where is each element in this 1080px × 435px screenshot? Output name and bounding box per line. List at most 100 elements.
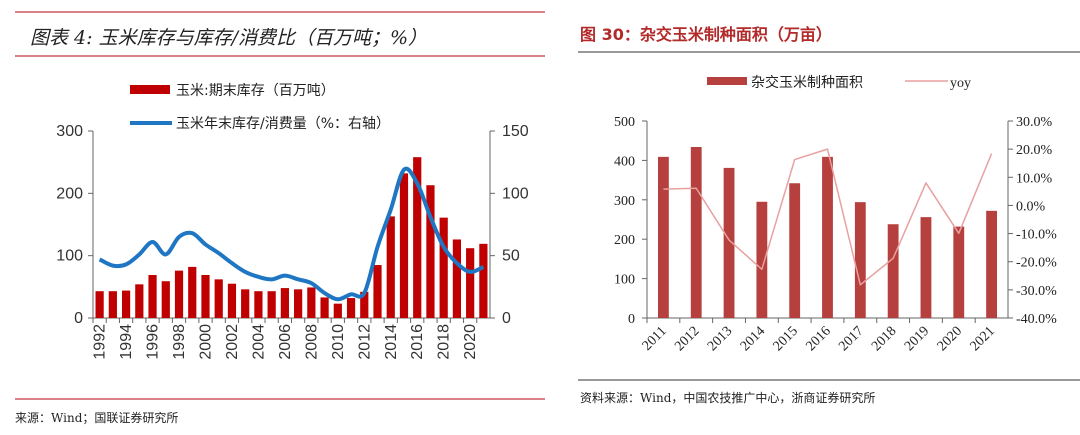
line-series [98, 166, 485, 302]
bar-2003 [241, 289, 250, 318]
bar-2013 [723, 167, 735, 318]
x-tick-label: 2011 [640, 324, 670, 354]
bar-2009 [320, 297, 329, 318]
y-tick-label: 200 [614, 233, 635, 248]
x-tick-label: 2017 [836, 324, 866, 354]
bar-2019 [452, 239, 462, 318]
y2-tick-label: -30.0% [1016, 284, 1057, 299]
bar-2002 [227, 283, 237, 318]
bar-2004 [254, 291, 263, 318]
y-tick-label: 100 [614, 273, 635, 288]
x-tick-label: 2020 [462, 324, 479, 360]
bar-1993 [108, 291, 117, 318]
x-tick-label: 2015 [771, 324, 801, 354]
bar-2010 [333, 303, 342, 318]
x-tick-label: 2000 [197, 324, 214, 360]
y-tick-label: 200 [56, 185, 83, 202]
legend-label-stock: 玉米:期末库存（百万吨） [176, 83, 335, 99]
bar-2018 [887, 224, 899, 318]
bar-2016 [413, 157, 422, 318]
left-source: 来源：Wind；国联证券研究所 [15, 410, 178, 425]
x-tick-label: 2004 [250, 324, 267, 360]
x-tick-label: 2018 [869, 324, 899, 354]
bar-1995 [135, 284, 144, 318]
x-tick-label: 2014 [738, 324, 768, 354]
bar-2015 [399, 173, 409, 318]
x-tick-label: 1996 [145, 324, 162, 360]
x-tick-label: 2021 [968, 324, 998, 354]
y-tick-label: 300 [56, 123, 83, 140]
left-chart-title: 图表 4: 玉米库存与库存/消费比（百万吨；%） [30, 27, 427, 49]
x-tick-label: 2019 [902, 324, 932, 354]
x-tick-label: 2018 [436, 324, 453, 360]
x-tick-label: 2020 [935, 324, 965, 354]
x-tick-label: 2006 [277, 324, 294, 360]
bar-2001 [214, 279, 223, 318]
y2-tick-label: 10.0% [1016, 171, 1053, 186]
bar-2011 [657, 156, 669, 318]
bar-2013 [373, 265, 382, 318]
y2-tick-label: -10.0% [1016, 228, 1057, 243]
legend-label-ratio: 玉米年末库存/消费量（%：右轴） [176, 116, 390, 132]
y2-tick-label: -20.0% [1016, 256, 1057, 271]
x-tick-label: 2013 [705, 324, 735, 354]
bar-2006 [280, 288, 289, 318]
y2-tick-label: 50 [502, 248, 520, 265]
x-tick-label: 2002 [224, 324, 241, 360]
bar-2011 [346, 298, 356, 318]
bar-2000 [201, 274, 210, 318]
x-tick-label: 2008 [303, 324, 320, 360]
bar-2020 [953, 226, 965, 318]
x-tick-label: 2012 [672, 324, 702, 354]
legend-swatch-bar [130, 85, 170, 94]
x-tick-label: 2012 [356, 324, 373, 360]
x-tick-label: 2016 [409, 324, 426, 360]
y2-tick-label: 150 [502, 123, 529, 140]
y2-tick-label: 20.0% [1016, 143, 1053, 158]
x-tick-label: 1994 [118, 324, 135, 360]
y-tick-label: 400 [614, 154, 635, 169]
y2-tick-label: -40.0% [1016, 312, 1057, 327]
bar-2008 [307, 287, 316, 318]
bar-2019 [920, 217, 932, 318]
bar-1998 [174, 270, 184, 318]
bar-1996 [148, 274, 157, 318]
bar-2016 [822, 156, 833, 318]
x-tick-label: 1998 [171, 324, 188, 360]
bar-1992 [95, 291, 104, 318]
bar-2015 [789, 183, 801, 318]
right-chart-title: 图 30：杂交玉米制种面积（万亩） [580, 25, 832, 44]
y-tick-label: 0 [74, 310, 83, 327]
right-source: 资料来源：Wind，中国农技推广中心，浙商证券研究所 [580, 390, 875, 405]
bar-2005 [267, 291, 276, 318]
y2-tick-label: 30.0% [1016, 115, 1053, 130]
bar-2018 [439, 217, 448, 318]
bar-2014 [756, 201, 768, 318]
x-tick-label: 2016 [803, 324, 833, 354]
bar-2021 [986, 210, 998, 318]
bar-2007 [294, 289, 303, 318]
x-tick-label: 1992 [92, 324, 109, 360]
bar-2014 [386, 216, 395, 318]
y2-tick-label: 0.0% [1016, 199, 1046, 214]
x-tick-label: 2010 [330, 324, 347, 360]
y-tick-label: 500 [614, 115, 635, 130]
legend-swatch-bar [707, 77, 747, 85]
legend-label-yoy: yoy [950, 76, 971, 91]
bar-2021 [479, 243, 488, 318]
y2-tick-label: 0 [502, 310, 511, 327]
bar-2020 [466, 248, 475, 318]
y-tick-label: 100 [56, 248, 83, 265]
y-tick-label: 300 [614, 194, 635, 209]
y-tick-label: 0 [628, 312, 635, 327]
legend-label-area: 杂交玉米制种面积 [751, 74, 863, 91]
bar-1999 [188, 266, 197, 318]
bar-1997 [161, 281, 170, 318]
bar-2012 [360, 291, 369, 318]
bar-2012 [690, 147, 702, 318]
x-tick-label: 2014 [383, 324, 400, 360]
bar-1994 [121, 290, 131, 318]
y2-tick-label: 100 [502, 185, 529, 202]
bar-2017 [426, 185, 435, 318]
